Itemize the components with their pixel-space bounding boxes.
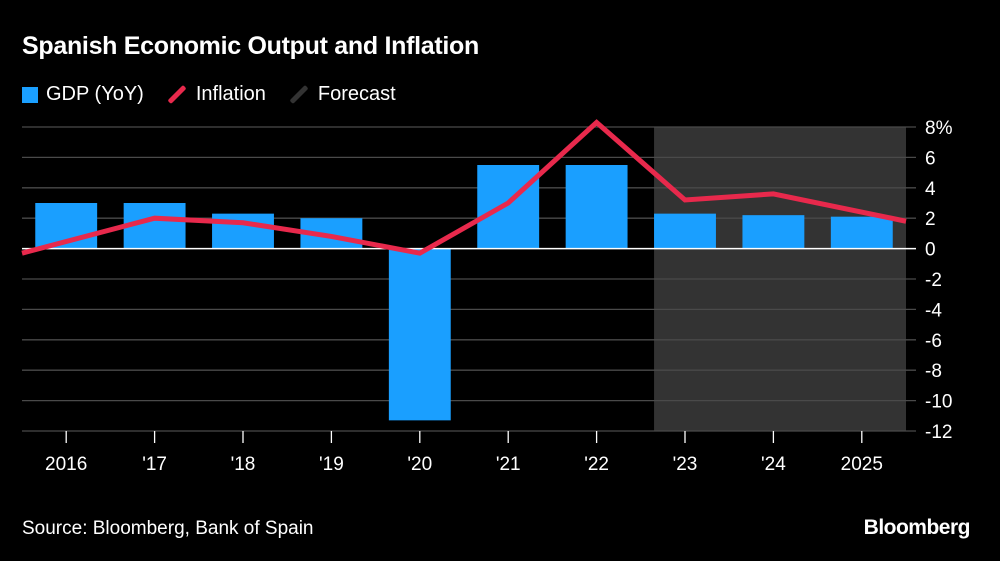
x-tick-label: '21 [496, 454, 521, 475]
x-tick-label: '24 [761, 454, 786, 475]
gdp-bar [477, 165, 540, 249]
gdp-bar [388, 248, 451, 421]
gdp-bar [830, 216, 893, 249]
legend-inflation-label: Inflation [195, 83, 266, 105]
gdp-bar [742, 215, 805, 249]
legend-forecast: Forecast [288, 83, 396, 106]
gdp-swatch [22, 86, 38, 103]
y-tick-label: 8% [925, 118, 953, 139]
legend-gdp-label: GDP (YoY) [46, 83, 144, 105]
x-tick-label: '19 [319, 454, 344, 475]
x-tick-label: '23 [673, 454, 698, 475]
legend-gdp: GDP (YoY) [22, 83, 144, 106]
y-tick-label: 4 [925, 179, 936, 200]
y-tick-label: 0 [925, 240, 936, 261]
legend: GDP (YoY) Inflation Forecast [22, 83, 418, 106]
y-tick-label: -4 [925, 300, 942, 321]
y-tick-label: -6 [925, 331, 942, 352]
x-tick-label: 2025 [841, 454, 883, 475]
x-tick-label: 2016 [45, 454, 87, 475]
y-tick-label: -8 [925, 361, 942, 382]
legend-forecast-label: Forecast [317, 83, 396, 105]
y-tick-label: -10 [925, 392, 952, 413]
inflation-line [21, 119, 907, 256]
x-tick-label: '18 [231, 454, 256, 475]
chart-title: Spanish Economic Output and Inflation [22, 32, 479, 60]
x-tick-label: '17 [142, 454, 167, 475]
y-tick-label: -12 [925, 422, 952, 443]
x-tick-label: '22 [584, 454, 609, 475]
y-tick-label: 2 [925, 209, 936, 230]
legend-inflation: Inflation [166, 83, 266, 106]
gdp-bar [654, 213, 716, 249]
bloomberg-logo: Bloomberg [863, 516, 971, 539]
y-tick-label: -2 [925, 270, 942, 291]
source-note: Source: Bloomberg, Bank of Spain [22, 518, 314, 539]
y-tick-label: 6 [925, 148, 936, 169]
x-tick-label: '20 [407, 454, 432, 475]
gdp-bar [565, 165, 628, 249]
gdp-bar [212, 213, 274, 249]
